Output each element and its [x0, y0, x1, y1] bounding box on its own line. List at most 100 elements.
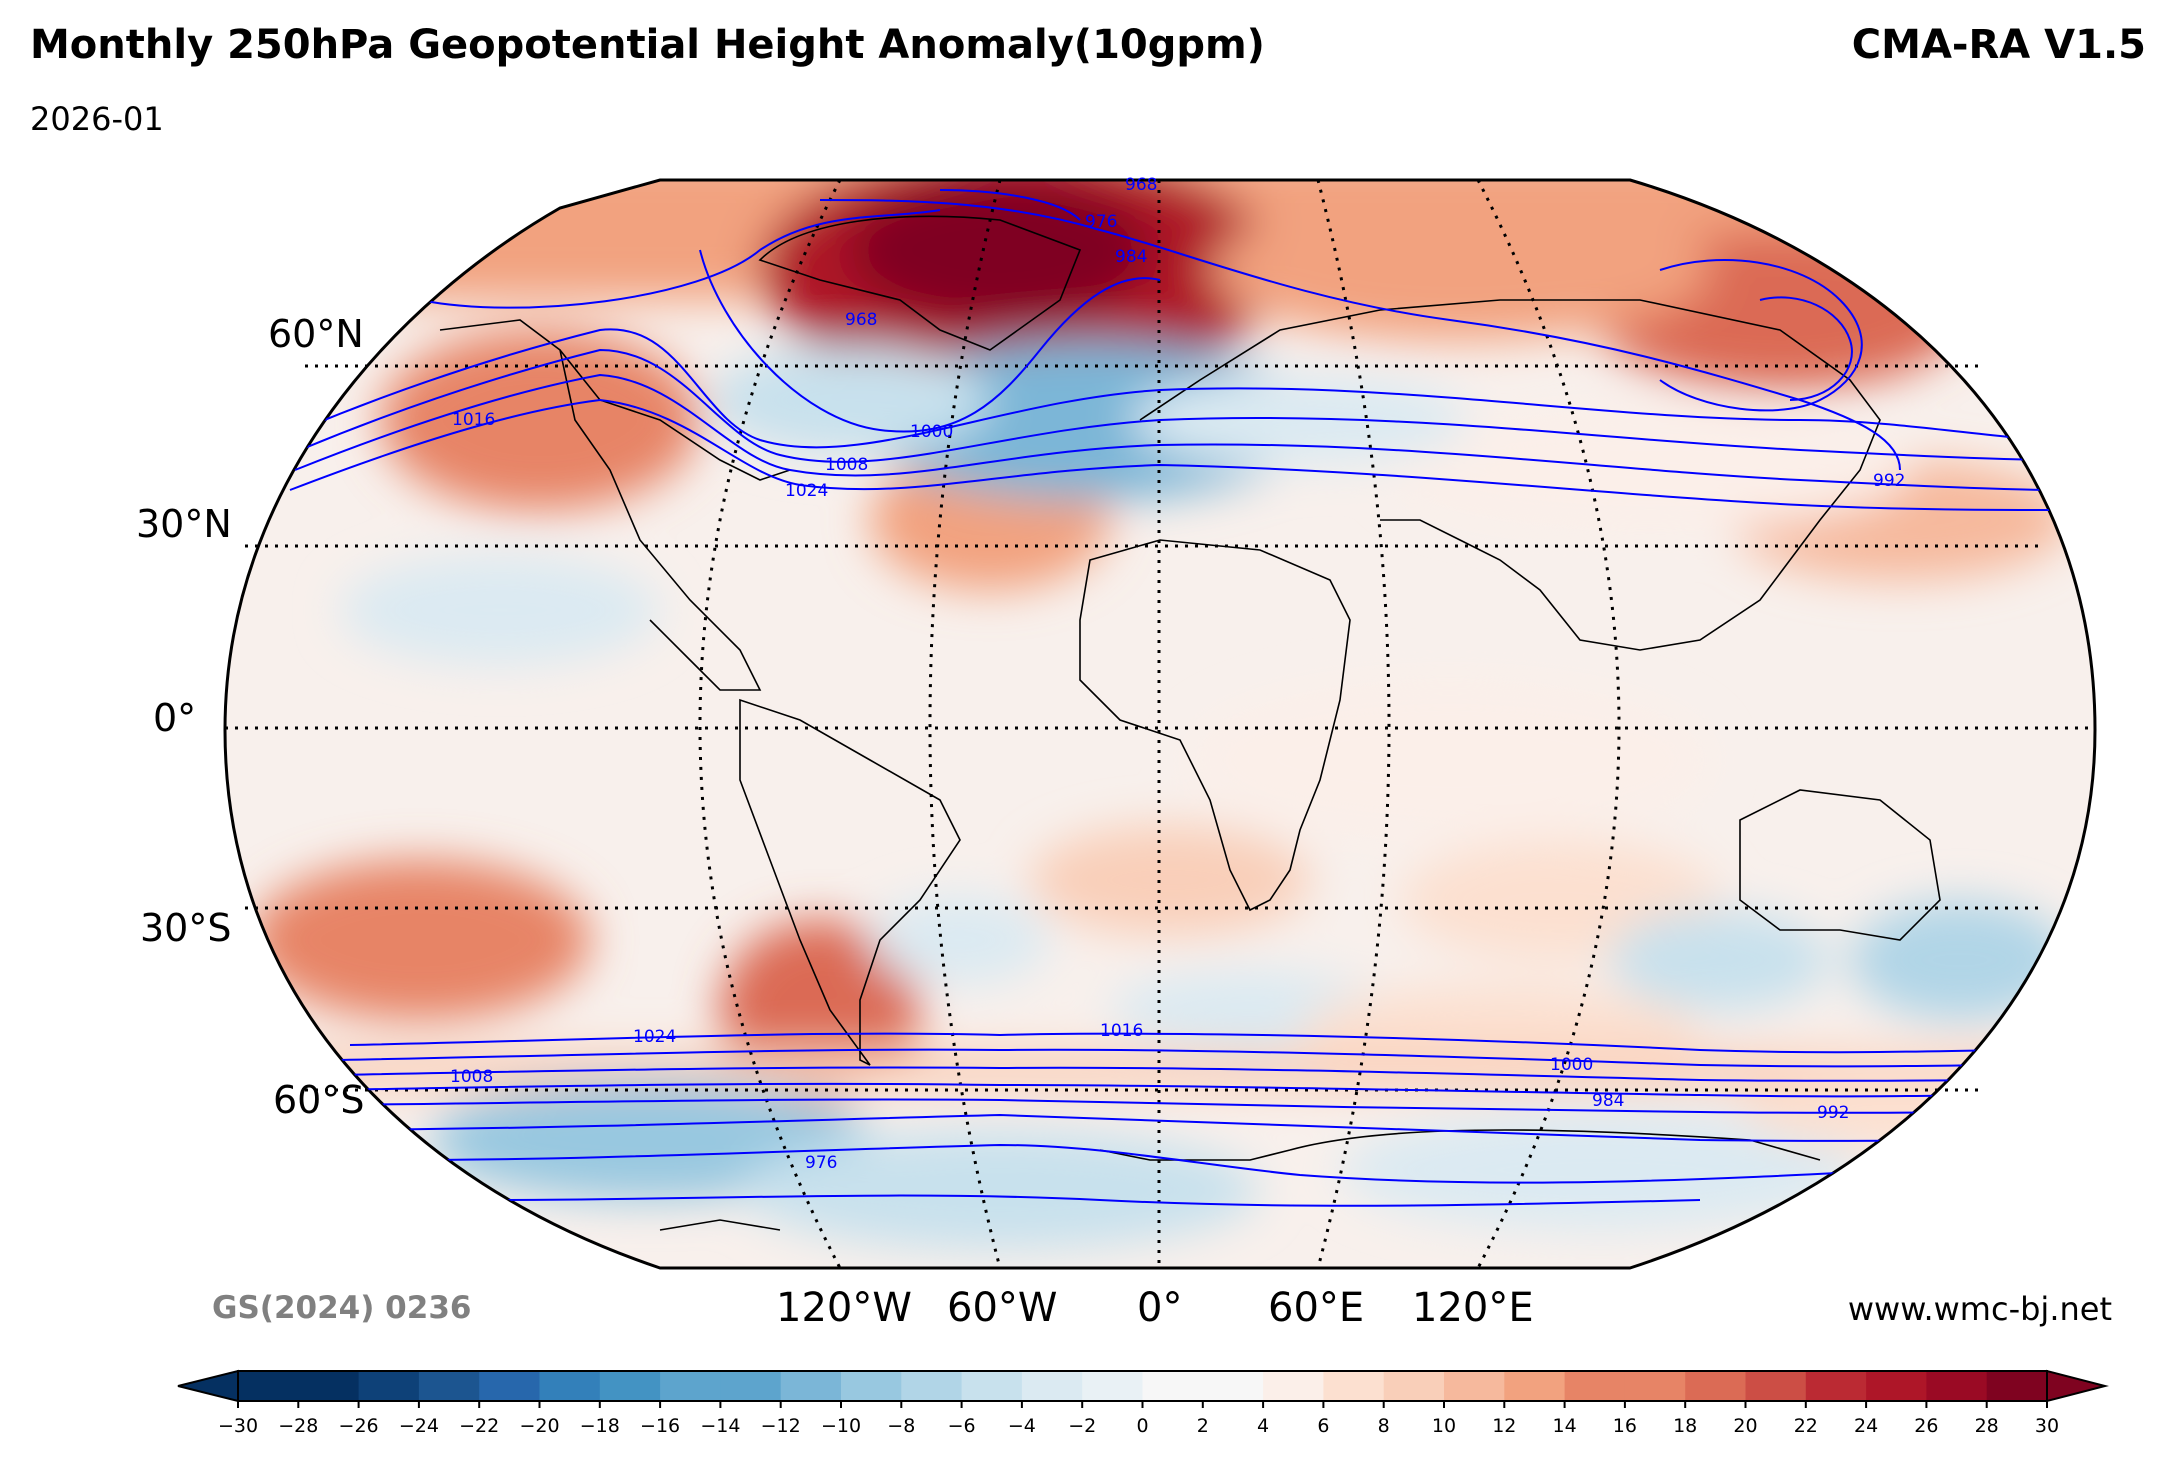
globe-outline	[223, 178, 2097, 1270]
map-title: Monthly 250hPa Geopotential Height Anoma…	[30, 22, 1265, 68]
contour-label: 984	[1592, 1091, 1624, 1111]
colorbar-tick-label: −24	[399, 1415, 439, 1437]
date-label: 2026-01	[30, 100, 164, 138]
colorbar-cell	[479, 1371, 540, 1401]
colorbar: −30 −28 −26 −24 −22 −20 −18 −16 −14 −12 −10 −8 −6 −4−…	[177, 1369, 2109, 1437]
colorbar-tick-label: −2	[1068, 1415, 1096, 1437]
colorbar-cell	[1202, 1371, 1264, 1401]
contour-label: 1016	[1100, 1021, 1143, 1041]
lat-label-30s: 30°S	[140, 906, 232, 950]
contour-label: 1008	[450, 1067, 493, 1087]
colorbar-tick-label: 10	[1432, 1415, 1456, 1437]
colorbar-cell	[720, 1371, 782, 1401]
colorbar-tick-label: 14	[1553, 1415, 1577, 1437]
contour-label: 968	[845, 310, 877, 330]
colorbar-cell	[841, 1371, 902, 1401]
colorbar-tick-label: −14	[700, 1415, 740, 1437]
colorbar-tick-label: −26	[339, 1415, 379, 1437]
colorbar-cell	[1323, 1371, 1385, 1401]
contour-label: 1024	[633, 1027, 676, 1047]
contour-labels-nh: 968 976 984 968 1016 1000 1008 1024 992	[452, 175, 1905, 501]
colorbar-tick-label: 6	[1317, 1415, 1329, 1437]
colorbar-cell	[298, 1371, 360, 1401]
colorbar-tick-label: 4	[1257, 1415, 1269, 1437]
colorbar-cell	[358, 1371, 420, 1401]
contour-label: 1000	[910, 422, 953, 442]
colorbar-cell	[1383, 1371, 1445, 1401]
colorbar-cell	[1986, 1371, 2048, 1401]
colorbar-tick-label: 28	[1975, 1415, 1999, 1437]
graticule	[225, 179, 2095, 1269]
colorbar-cell	[1564, 1371, 1626, 1401]
colorbar-tick-label: −10	[821, 1415, 861, 1437]
colorbar-tick-label: 22	[1794, 1415, 1818, 1437]
colorbar-tick-label: 12	[1492, 1415, 1516, 1437]
colorbar-cell	[1866, 1371, 1927, 1401]
contour-label: 968	[1125, 175, 1157, 195]
approval-number: GS(2024) 0236	[212, 1290, 472, 1326]
contour-labels-sh: 1024 1016 1008 1000 984 992 976	[450, 1021, 1849, 1173]
colorbar-cell	[1805, 1371, 1867, 1401]
colorbar-cell	[1021, 1371, 1083, 1401]
contour-label: 984	[1115, 247, 1147, 267]
colorbar-tick-label: −16	[640, 1415, 680, 1437]
colorbar-max-extend	[2046, 1369, 2109, 1403]
lon-label-60e: 60°E	[1268, 1285, 1365, 1331]
lat-label-60n: 60°N	[268, 312, 364, 356]
contour-label: 1000	[1550, 1055, 1593, 1075]
colorbar-tick-label: −30	[218, 1415, 258, 1437]
colorbar-tick-label: 20	[1733, 1415, 1757, 1437]
contour-label: 992	[1873, 471, 1905, 491]
colorbar-cell	[418, 1371, 480, 1401]
contour-label: 992	[1817, 1103, 1849, 1123]
colorbar-cell	[1263, 1371, 1324, 1401]
colorbar-cell	[1504, 1371, 1566, 1401]
lon-label-120e: 120°E	[1412, 1285, 1534, 1331]
colorbar-cell	[1685, 1371, 1746, 1401]
contour-label: 1008	[825, 455, 868, 475]
lon-label-0: 0°	[1137, 1285, 1183, 1331]
contour-label: 976	[1085, 212, 1117, 232]
colorbar-cell	[780, 1371, 842, 1401]
colorbar-tick-label: 18	[1673, 1415, 1697, 1437]
colorbar-tick-label: 2	[1197, 1415, 1209, 1437]
lat-label-30n: 30°N	[136, 502, 232, 546]
geopotential-contours	[289, 189, 2061, 1207]
colorbar-tick-label: 30	[2035, 1415, 2059, 1437]
lon-label-120w: 120°W	[776, 1285, 912, 1331]
colorbar-min-extend	[177, 1369, 239, 1403]
colorbar-tick-label: −6	[948, 1415, 976, 1437]
colorbar-cell	[901, 1371, 963, 1401]
colorbar-cell	[1082, 1371, 1143, 1401]
colorbar-cell	[1444, 1371, 1505, 1401]
colorbar-cell	[961, 1371, 1023, 1401]
colorbar-tick-label: 8	[1378, 1415, 1390, 1437]
coastlines	[439, 215, 1941, 1231]
colorbar-cell	[599, 1371, 661, 1401]
lat-label-equator: 0°	[153, 696, 197, 740]
colorbar-tick-label: −20	[519, 1415, 559, 1437]
contour-label: 976	[805, 1153, 837, 1173]
colorbar-cell	[238, 1371, 299, 1401]
colorbar-tick-label: 16	[1613, 1415, 1637, 1437]
colorbar-tick-label: −4	[1008, 1415, 1036, 1437]
colorbar-tick-label: −8	[887, 1415, 915, 1437]
colorbar-tick-label: 0	[1136, 1415, 1148, 1437]
website-label: www.wmc-bj.net	[1847, 1290, 2112, 1328]
colorbar-tick-label: −22	[459, 1415, 499, 1437]
contour-label: 1016	[452, 410, 495, 430]
colorbar-tick-label: −12	[761, 1415, 801, 1437]
colorbar-tick-label: −18	[580, 1415, 620, 1437]
colorbar-cell	[539, 1371, 601, 1401]
contour-label: 1024	[785, 481, 828, 501]
model-label: CMA-RA V1.5	[1851, 22, 2146, 68]
colorbar-tick-label: 24	[1854, 1415, 1878, 1437]
lon-label-60w: 60°W	[947, 1285, 1058, 1331]
colorbar-cell	[1745, 1371, 1807, 1401]
colorbar-cell	[660, 1371, 721, 1401]
colorbar-tick-label: −28	[278, 1415, 318, 1437]
lat-label-60s: 60°S	[273, 1078, 365, 1122]
colorbar-cell	[1624, 1371, 1686, 1401]
colorbar-cell	[1926, 1371, 1988, 1401]
